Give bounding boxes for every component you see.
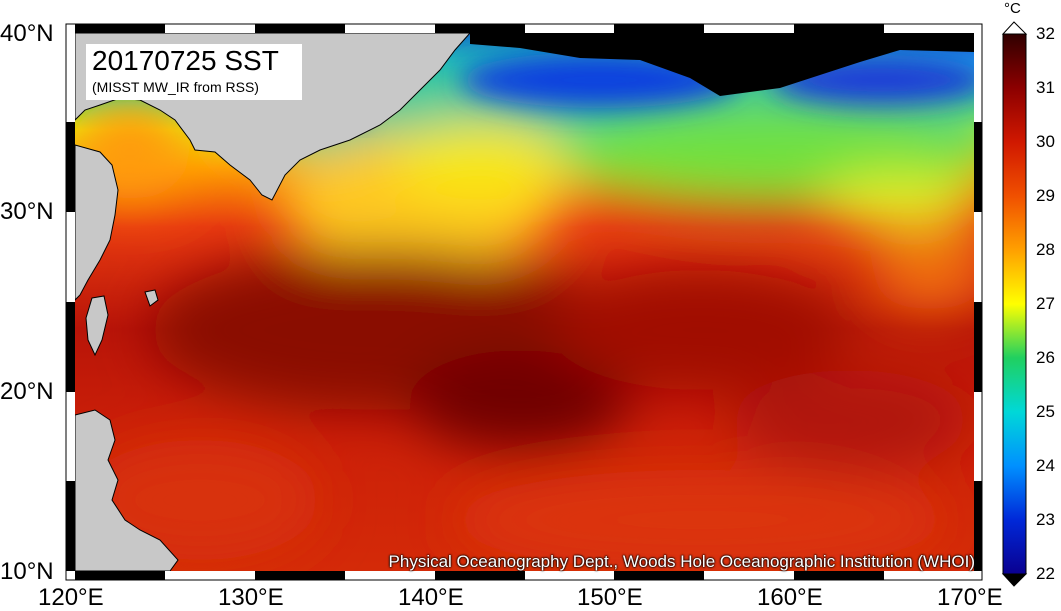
frame-ticks-bottom bbox=[75, 571, 884, 580]
lon-label-120: 120°E bbox=[38, 584, 104, 611]
colorbar-tick: 31 bbox=[1036, 78, 1055, 97]
lon-label-150: 150°E bbox=[577, 584, 643, 611]
nodata-region bbox=[470, 33, 974, 96]
lon-label-170: 170°E bbox=[937, 584, 1003, 611]
colorbar-tick: 22 bbox=[1036, 564, 1055, 583]
frame-ticks-left bbox=[66, 122, 75, 571]
colorbar-bottom-arrow bbox=[1001, 573, 1028, 587]
colorbar-tick: 29 bbox=[1036, 186, 1055, 205]
credit-text: Physical Oceanography Dept., Woods Hole … bbox=[388, 552, 975, 571]
lat-label-30: 30°N bbox=[0, 198, 54, 225]
colorbar-unit: °C bbox=[1004, 0, 1021, 17]
lat-label-10: 10°N bbox=[0, 558, 54, 585]
colorbar-tick: 32 bbox=[1036, 24, 1055, 43]
lon-label-160: 160°E bbox=[757, 584, 823, 611]
colorbar-tick: 30 bbox=[1036, 132, 1055, 151]
title-box: 20170725 SST (MISST MW_IR from RSS) bbox=[86, 44, 302, 100]
colorbar-tick: 27 bbox=[1036, 294, 1055, 313]
colorbar bbox=[1002, 33, 1027, 575]
colorbar-tick: 26 bbox=[1036, 348, 1055, 367]
lat-label-40: 40°N bbox=[0, 20, 54, 47]
colorbar-top-arrow bbox=[1001, 21, 1028, 35]
lon-label-140: 140°E bbox=[398, 584, 464, 611]
colorbar-tick: 25 bbox=[1036, 402, 1055, 421]
map-title: 20170725 SST bbox=[92, 45, 279, 76]
lat-label-20: 20°N bbox=[0, 378, 54, 405]
frame-ticks-top bbox=[75, 24, 884, 33]
map-subtitle: (MISST MW_IR from RSS) bbox=[92, 79, 259, 95]
colorbar-tick: 24 bbox=[1036, 456, 1055, 475]
lon-label-130: 130°E bbox=[218, 584, 284, 611]
colorbar-tick: 23 bbox=[1036, 510, 1055, 529]
sst-field bbox=[75, 33, 974, 571]
colorbar-tick: 28 bbox=[1036, 240, 1055, 259]
frame-ticks-right bbox=[974, 122, 982, 571]
